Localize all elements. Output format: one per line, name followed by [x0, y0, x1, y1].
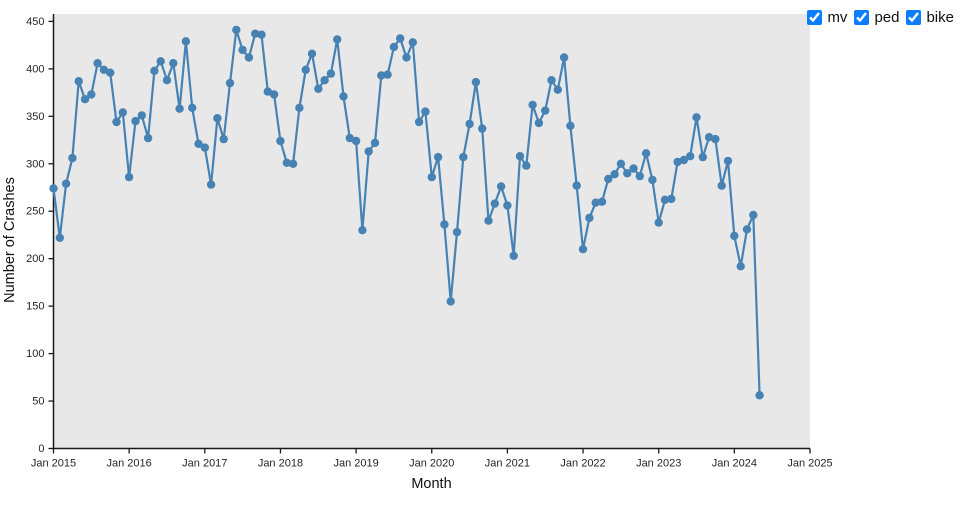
- svg-text:300: 300: [26, 158, 44, 170]
- svg-text:Jan 2018: Jan 2018: [258, 458, 303, 470]
- y-axis-title: Number of Crashes: [2, 177, 18, 303]
- ped-checkbox-label: ped: [874, 9, 900, 26]
- x-axis-title: Month: [411, 476, 452, 492]
- svg-text:Jan 2015: Jan 2015: [31, 458, 76, 470]
- legend-controls: mv ped bike: [807, 9, 954, 26]
- legend-item-mv[interactable]: mv: [807, 9, 847, 26]
- svg-text:350: 350: [26, 111, 44, 123]
- bike-checkbox[interactable]: [906, 10, 922, 25]
- svg-text:Jan 2019: Jan 2019: [333, 458, 378, 470]
- svg-text:100: 100: [26, 348, 44, 360]
- mv-checkbox-label: mv: [827, 9, 848, 26]
- bike-checkbox-label: bike: [926, 9, 954, 26]
- ped-checkbox[interactable]: [854, 10, 870, 25]
- svg-text:0: 0: [38, 443, 44, 455]
- svg-text:400: 400: [26, 63, 44, 75]
- svg-text:Jan 2016: Jan 2016: [107, 458, 152, 470]
- svg-text:Jan 2020: Jan 2020: [409, 458, 454, 470]
- svg-text:50: 50: [32, 396, 44, 408]
- svg-text:250: 250: [26, 206, 44, 218]
- legend-item-ped[interactable]: ped: [854, 9, 899, 26]
- svg-text:Jan 2025: Jan 2025: [787, 458, 832, 470]
- svg-text:150: 150: [26, 301, 44, 313]
- svg-text:450: 450: [26, 16, 44, 28]
- svg-text:Jan 2024: Jan 2024: [712, 458, 757, 470]
- svg-text:200: 200: [26, 253, 44, 265]
- legend-item-bike[interactable]: bike: [906, 9, 954, 26]
- svg-text:Jan 2023: Jan 2023: [636, 458, 681, 470]
- svg-text:Jan 2022: Jan 2022: [560, 458, 605, 470]
- mv-checkbox[interactable]: [807, 10, 823, 25]
- svg-text:Jan 2021: Jan 2021: [485, 458, 530, 470]
- svg-text:Jan 2017: Jan 2017: [182, 458, 227, 470]
